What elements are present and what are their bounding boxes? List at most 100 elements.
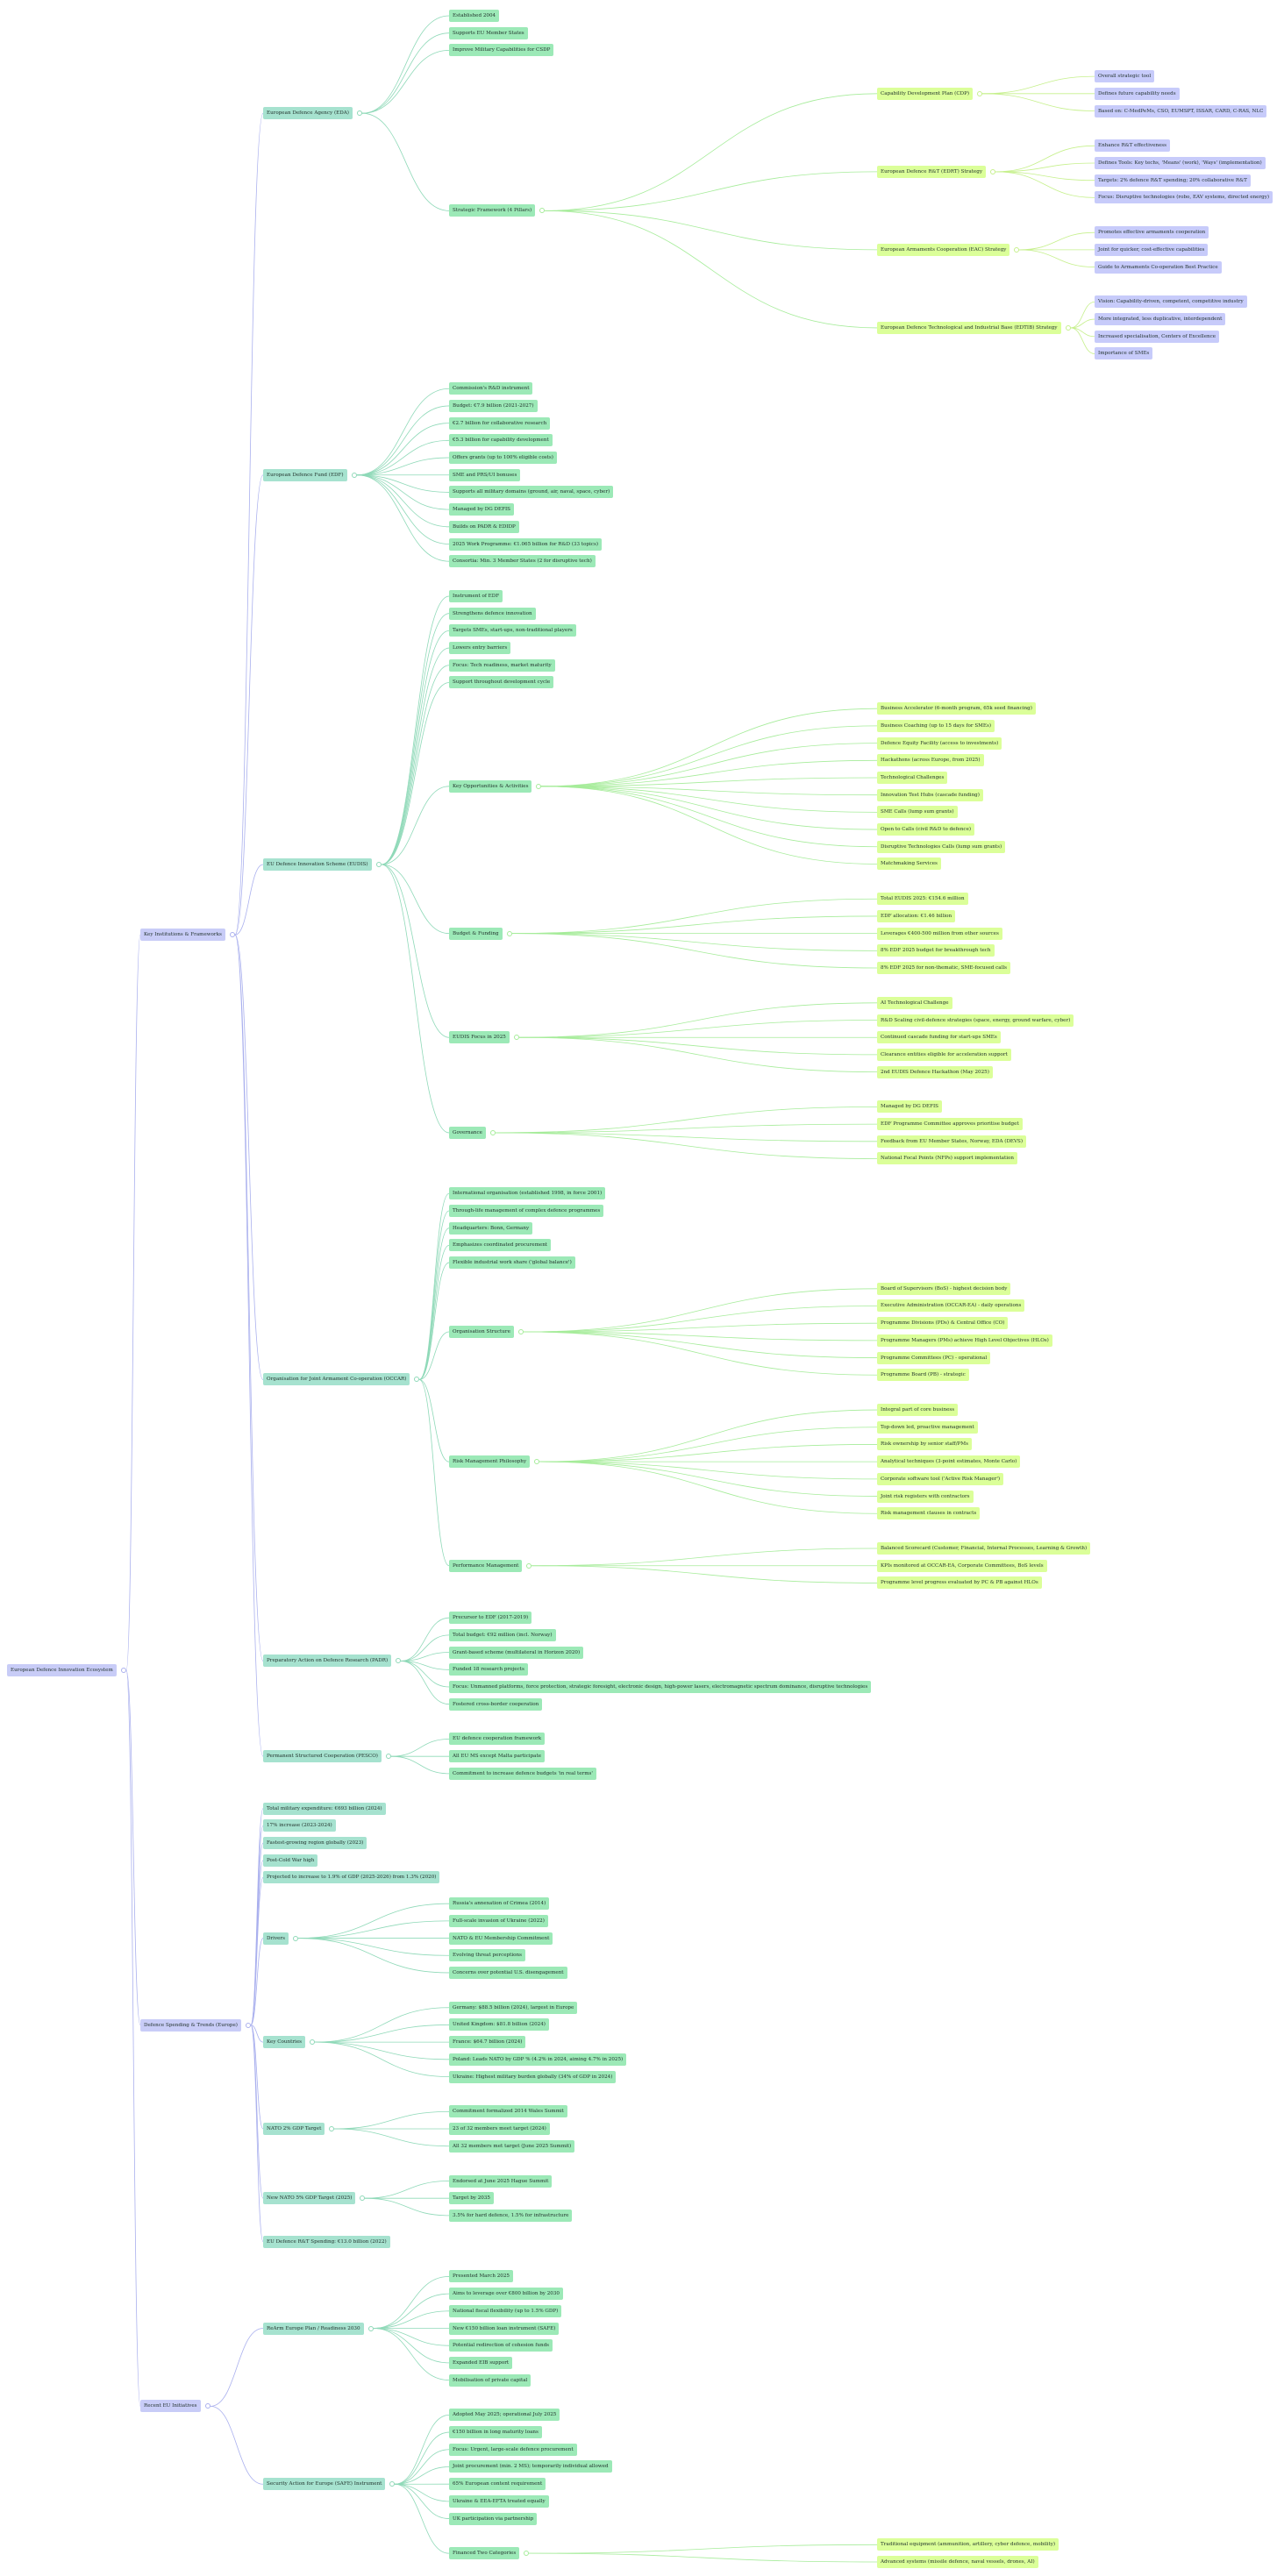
node-eudis-focus-in-2025[interactable]: EUDIS Focus in 2025 xyxy=(449,1031,510,1044)
node-ukraine-highest-military-burden-globally[interactable]: Ukraine: Highest military burden globall… xyxy=(449,2070,617,2083)
node-edf-allocation-1-46-billion[interactable]: EDF allocation: €1.46 billion xyxy=(877,909,956,922)
node-nato-eu-membership-commitment[interactable]: NATO & EU Membership Commitment xyxy=(449,1932,553,1945)
collapse-toggle-icon[interactable] xyxy=(990,168,995,174)
node-executive-administration-occar-ea-daily-[interactable]: Executive Administration (OCCAR-EA) - da… xyxy=(877,1299,1025,1313)
node-open-to-calls-civil-r-d-to-defence[interactable]: Open to Calls (civil R&D to defence) xyxy=(877,823,975,836)
collapse-toggle-icon[interactable] xyxy=(536,783,541,789)
node-programme-divisions-pds-central-office-c[interactable]: Programme Divisions (PDs) & Central Offi… xyxy=(877,1317,1009,1330)
collapse-toggle-icon[interactable] xyxy=(246,2022,251,2028)
node-enhance-r-t-effectiveness[interactable]: Enhance R&T effectiveness xyxy=(1095,139,1171,153)
node-drivers[interactable]: Drivers xyxy=(263,1932,289,1945)
node-improve-military-capabilities-for-csdp[interactable]: Improve Military Capabilities for CSDP xyxy=(449,44,554,57)
node-organisation-structure[interactable]: Organisation Structure xyxy=(449,1326,514,1339)
node-17-increase-2023-2024[interactable]: 17% increase (2023-2024) xyxy=(263,1819,336,1832)
node-through-life-management-of-complex-defen[interactable]: Through-life management of complex defen… xyxy=(449,1204,604,1217)
node-sme-and-prs-ui-bonuses[interactable]: SME and PRS/UI bonuses xyxy=(449,468,521,481)
node-fostered-cross-border-cooperation[interactable]: Fostered cross-border cooperation xyxy=(449,1697,543,1711)
node-commitment-to-increase-defence-budgets-i[interactable]: Commitment to increase defence budgets '… xyxy=(449,1767,596,1780)
node-adopted-may-2025-operational-july-2025[interactable]: Adopted May 2025; operational July 2025 xyxy=(449,2409,560,2422)
node-strategic-framework-4-pillars[interactable]: Strategic Framework (4 Pillars) xyxy=(449,204,536,217)
node-targets-2-defence-r-t-spending-20-collab[interactable]: Targets: 2% defence R&T spending; 20% co… xyxy=(1095,174,1251,187)
node-edf-programme-committee-approves-priorit[interactable]: EDF Programme Committee approves priorit… xyxy=(877,1118,1023,1131)
node-recent-eu-initiatives[interactable]: Recent EU Initiatives xyxy=(140,2400,201,2413)
node-programme-committees-pc-operational[interactable]: Programme Committees (PC) - operational xyxy=(877,1351,991,1364)
node-overall-strategic-tool[interactable]: Overall strategic tool xyxy=(1095,70,1155,83)
node-all-eu-ms-except-malta-participate[interactable]: All EU MS except Malta participate xyxy=(449,1750,546,1763)
node-eu-defence-innovation-scheme-eudis[interactable]: EU Defence Innovation Scheme (EUDIS) xyxy=(263,857,372,871)
node-2025-work-programme-1-065-billion-for-r-[interactable]: 2025 Work Programme: €1.065 billion for … xyxy=(449,537,602,551)
node-5-3-billion-for-capability-development[interactable]: €5.3 billion for capability development xyxy=(449,434,553,447)
node-france-64-7-billion-2024[interactable]: France: $64.7 billion (2024) xyxy=(449,2036,526,2049)
node-top-down-led-proactive-management[interactable]: Top-down led, proactive management xyxy=(877,1420,978,1434)
node-mobilisation-of-private-capital[interactable]: Mobilisation of private capital xyxy=(449,2373,531,2387)
node-key-opportunities-activities[interactable]: Key Opportunities & Activities xyxy=(449,779,532,793)
node-key-institutions-frameworks[interactable]: Key Institutions & Frameworks xyxy=(140,929,225,942)
node-disruptive-technologies-calls-lump-sum-g[interactable]: Disruptive Technologies Calls (lump sum … xyxy=(877,840,1006,853)
node-targets-smes-start-ups-non-traditional-p[interactable]: Targets SMEs, start-ups, non-traditional… xyxy=(449,624,576,637)
collapse-toggle-icon[interactable] xyxy=(414,1377,419,1383)
node-defines-tools-key-techs-means-work-ways-[interactable]: Defines Tools: Key techs, 'Means' (work)… xyxy=(1095,157,1266,169)
node-uk-participation-via-partnership[interactable]: UK participation via partnership xyxy=(449,2512,538,2525)
node-international-organisation-established-1[interactable]: International organisation (established … xyxy=(449,1187,606,1200)
node-matchmaking-services[interactable]: Matchmaking Services xyxy=(877,857,941,871)
node-focus-disruptive-technologies-robo-eav-s[interactable]: Focus: Disruptive technologies (robo, EA… xyxy=(1095,191,1273,204)
node-programme-board-pb-strategic[interactable]: Programme Board (PB) - strategic xyxy=(877,1369,969,1382)
node-support-throughout-development-cycle[interactable]: Support throughout development cycle xyxy=(449,676,554,689)
node-board-of-supervisors-bos-highest-decisio[interactable]: Board of Supervisors (BoS) - highest dec… xyxy=(877,1282,1011,1295)
node-potential-redirection-of-cohesion-funds[interactable]: Potential redirection of cohesion funds xyxy=(449,2339,553,2352)
node-150-billion-in-long-maturity-loans[interactable]: €150 billion in long maturity loans xyxy=(449,2426,542,2439)
collapse-toggle-icon[interactable] xyxy=(534,1459,539,1465)
node-security-action-for-europe-safe-instrume[interactable]: Security Action for Europe (SAFE) Instru… xyxy=(263,2478,386,2491)
node-endorsed-at-june-2025-hague-summit[interactable]: Endorsed at June 2025 Hague Summit xyxy=(449,2174,553,2188)
collapse-toggle-icon[interactable] xyxy=(386,1754,391,1760)
node-all-32-members-met-target-june-2025-summ[interactable]: All 32 members met target (June 2025 Sum… xyxy=(449,2139,575,2153)
node-importance-of-smes[interactable]: Importance of SMEs xyxy=(1095,347,1153,360)
node-clearance-entities-eligible-for-accelera[interactable]: Clearance entities eligible for accelera… xyxy=(877,1048,1011,1061)
node-focus-urgent-large-scale-defence-procure[interactable]: Focus: Urgent, large-scale defence procu… xyxy=(449,2443,577,2456)
node-commitment-formalized-2014-wales-summit[interactable]: Commitment formalized 2014 Wales Summit xyxy=(449,2105,567,2118)
node-2nd-eudis-defence-hackathon-may-2025[interactable]: 2nd EUDIS Defence Hackathon (May 2025) xyxy=(877,1065,993,1078)
node-kpis-monitored-at-occar-ea-corporate-com[interactable]: KPIs monitored at OCCAR-EA, Corporate Co… xyxy=(877,1559,1047,1572)
node-integral-part-of-core-business[interactable]: Integral part of core business xyxy=(877,1404,959,1417)
collapse-toggle-icon[interactable] xyxy=(357,110,362,117)
node-65-european-content-requirement[interactable]: 65% European content requirement xyxy=(449,2478,546,2491)
node-technological-challenges[interactable]: Technological Challenges xyxy=(877,771,948,784)
collapse-toggle-icon[interactable] xyxy=(230,932,235,938)
node-united-kingdom-81-8-billion-2024[interactable]: United Kingdom: $81.8 billion (2024) xyxy=(449,2018,549,2032)
node-strengthens-defence-innovation[interactable]: Strengthens defence innovation xyxy=(449,607,536,620)
node-established-2004[interactable]: Established 2004 xyxy=(449,10,500,22)
node-target-by-2035[interactable]: Target by 2035 xyxy=(449,2192,494,2205)
node-defines-future-capability-needs[interactable]: Defines future capability needs xyxy=(1095,87,1180,100)
node-analytical-techniques-3-point-estimates-[interactable]: Analytical techniques (3-point estimates… xyxy=(877,1455,1021,1469)
node-consortia-min-3-member-states-2-for-disr[interactable]: Consortia: Min. 3 Member States (2 for d… xyxy=(449,555,596,568)
node-guide-to-armaments-co-operation-best-pra[interactable]: Guide to Armaments Co-operation Best Pra… xyxy=(1095,260,1222,274)
node-total-eudis-2025-154-6-million[interactable]: Total EUDIS 2025: €154.6 million xyxy=(877,893,968,906)
node-fastest-growing-region-globally-2023[interactable]: Fastest-growing region globally (2023) xyxy=(263,1837,367,1850)
node-business-accelerator-6-month-program-65k[interactable]: Business Accelerator (6-month program, 6… xyxy=(877,702,1036,715)
collapse-toggle-icon[interactable] xyxy=(310,2039,315,2046)
node-capability-development-plan-cdp[interactable]: Capability Development Plan (CDP) xyxy=(877,87,974,100)
node-managed-by-dg-defis[interactable]: Managed by DG DEFIS xyxy=(877,1100,942,1114)
collapse-toggle-icon[interactable] xyxy=(205,2403,210,2409)
node-eu-defence-r-t-spending-13-0-billion-202[interactable]: EU Defence R&T Spending: €13.0 billion (… xyxy=(263,2235,390,2248)
node-germany-88-5-billion-2024-largest-in-eur[interactable]: Germany: $88.5 billion (2024), largest i… xyxy=(449,2001,578,2014)
node-joint-risk-registers-with-contractors[interactable]: Joint risk registers with contractors xyxy=(877,1490,974,1503)
collapse-toggle-icon[interactable] xyxy=(368,2325,374,2331)
node-national-fiscal-flexibility-up-to-1-5-gd[interactable]: National fiscal flexibility (up to 1.5% … xyxy=(449,2304,562,2317)
node-8-edf-2025-budget-for-breakthrough-tech[interactable]: 8% EDF 2025 budget for breakthrough tech xyxy=(877,944,995,957)
node-builds-on-padr-edidp[interactable]: Builds on PADR & EDIDP xyxy=(449,520,519,533)
node-grant-based-scheme-multilateral-in-horiz[interactable]: Grant-based scheme (multilateral in Hori… xyxy=(449,1646,584,1659)
node-flexible-industrial-work-share-global-ba[interactable]: Flexible industrial work share ('global … xyxy=(449,1256,575,1270)
collapse-toggle-icon[interactable] xyxy=(376,861,382,867)
collapse-toggle-icon[interactable] xyxy=(389,2481,395,2487)
collapse-toggle-icon[interactable] xyxy=(526,1562,531,1569)
node-eu-defence-cooperation-framework[interactable]: EU defence cooperation framework xyxy=(449,1733,546,1746)
node-vision-capability-driven-competent-compe[interactable]: Vision: Capability-driven, competent, co… xyxy=(1095,295,1247,309)
node-headquarters-bonn-germany[interactable]: Headquarters: Bonn, Germany xyxy=(449,1221,533,1235)
node-advanced-systems-missile-defence-naval-v[interactable]: Advanced systems (missile defence, naval… xyxy=(877,2556,1038,2568)
node-precursor-to-edf-2017-2019[interactable]: Precursor to EDF (2017-2019) xyxy=(449,1612,532,1625)
node-key-countries[interactable]: Key Countries xyxy=(263,2036,306,2049)
collapse-toggle-icon[interactable] xyxy=(352,472,357,478)
node-emphasizes-coordinated-procurement[interactable]: Emphasizes coordinated procurement xyxy=(449,1239,552,1252)
node-joint-procurement-min-2-ms-temporarily-i[interactable]: Joint procurement (min. 2 MS); temporari… xyxy=(449,2460,612,2473)
